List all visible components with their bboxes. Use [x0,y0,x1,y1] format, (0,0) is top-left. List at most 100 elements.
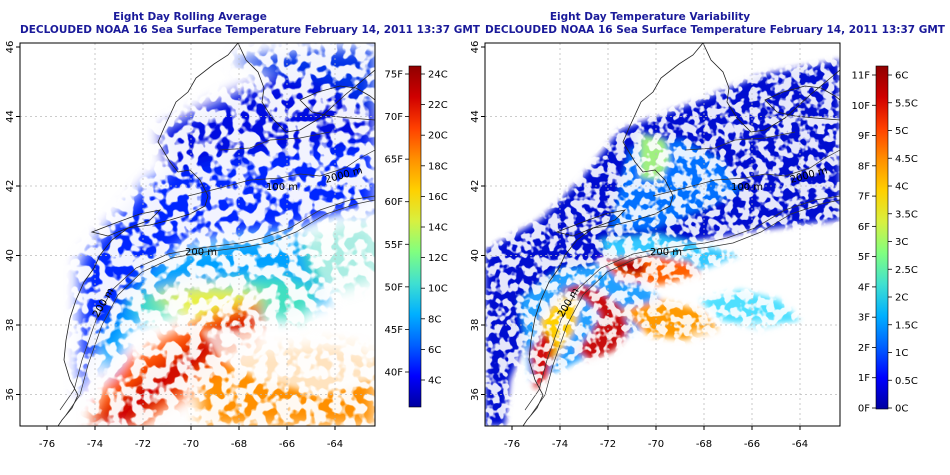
right-lon-label: -76 [504,439,520,450]
left-cape-breton [299,85,375,121]
left-lon-label: -74 [87,439,103,450]
left-land [20,43,239,426]
colorbar-right-label: 16C [428,192,448,203]
colorbar-right-label: 14C [428,223,448,234]
right-title-line1: Eight Day Temperature Variability [549,11,751,23]
right-land [485,43,704,426]
left-map: 100 m 200 m 200 m 2000 m [20,43,375,426]
colorbar-right-label: 24C [428,70,448,81]
right-lat-label: 42 [470,180,481,193]
right-colorbar-ticks: 11F 10F 9F 8F 7F 6F 5F 4F 3F 2F 1F 0F 6C 5.5C 5C 4.5C 4C… [852,71,918,415]
colorbar-left-label: 60F [385,197,404,208]
right-bathymetry-contours [524,131,840,416]
colorbar-right-label: 12C [428,253,448,264]
colorbar-left-label: 65F [385,155,404,166]
colorbar-left-label: 45F [385,325,404,336]
left-lon-label: -70 [183,439,199,450]
right-lon-label: -70 [648,439,664,450]
left-contour-label-200a: 200 m [185,247,217,258]
right-long-island [555,209,627,237]
colorbar-left-label: 3F [858,313,870,324]
colorbar-right-label: 22C [428,100,448,111]
right-map-frame [484,42,841,427]
colorbar-right-label: 6C [895,71,908,82]
colorbar-left-label: 2F [858,343,870,354]
colorbar-right-label: 1C [895,348,908,359]
colorbar-right-label: 0C [895,404,908,415]
colorbar-left-label: 1F [858,373,870,384]
left-lon-label: -64 [327,439,343,450]
colorbar-right-label: 2C [895,293,908,304]
colorbar-right-label: 5.5C [895,98,918,109]
right-lat-label: 36 [470,388,481,401]
right-cape-breton [764,85,840,121]
left-bathymetry-contours [59,131,375,416]
left-nova-scotia [237,43,375,133]
right-lon-label: -64 [792,439,808,450]
colorbar-left-label: 55F [385,240,404,251]
left-lat-axis: 46 44 42 40 38 36 [5,41,20,401]
colorbar-left-label: 70F [385,112,404,123]
colorbar-left-label: 8F [858,161,870,172]
colorbar-right-label: 0.5C [895,376,918,387]
right-lon-label: -68 [696,439,712,450]
left-lat-label: 44 [5,110,16,123]
right-contour-label-100: 100 m [731,182,763,193]
left-contour-label-100: 100 m [266,182,298,193]
right-grid [485,43,840,426]
left-lat-label: 36 [5,388,16,401]
colorbar-right-label: 8C [428,314,441,325]
left-lon-label: -72 [135,439,151,450]
colorbar-left-label: 75F [385,70,404,81]
left-lat-label: 40 [5,249,16,262]
left-map-frame [19,42,376,427]
colorbar-right-label: 6C [428,345,441,356]
colorbar-right-label: 4.5C [895,154,918,165]
left-lon-label: -76 [39,439,55,450]
right-lat-axis: 46 44 42 40 38 36 [470,41,485,401]
right-nova-scotia [702,43,840,133]
left-colorbar [408,65,422,408]
colorbar-left-label: 10F [852,101,871,112]
right-lon-label: -66 [744,439,760,450]
right-lon-label: -74 [552,439,568,450]
colorbar-right-label: 18C [428,161,448,172]
colorbar-left-label: 50F [385,282,404,293]
left-lon-axis: -76 -74 -72 -70 -68 -66 -64 [39,426,343,450]
colorbar-left-label: 4F [858,282,870,293]
right-map: 100 m 200 m 200 m 2000 m [485,43,840,426]
right-lon-label: -72 [600,439,616,450]
colorbar-left-label: 0F [858,404,870,415]
left-lat-label: 38 [5,319,16,332]
left-title-line1: Eight Day Rolling Average [113,11,267,23]
colorbar-right-label: 1.5C [895,320,918,331]
right-colorbar [875,65,889,410]
left-long-island [90,209,162,237]
colorbar-left-label: 6F [858,222,870,233]
colorbar-right-label: 3C [895,237,908,248]
colorbar-right-label: 10C [428,284,448,295]
right-lat-label: 46 [470,41,481,54]
left-lon-label: -68 [231,439,247,450]
colorbar-right-label: 4C [428,376,441,387]
colorbar-left-label: 7F [858,192,870,203]
colorbar-left-label: 11F [852,71,871,82]
right-lon-axis: -76 -74 -72 -70 -68 -66 -64 [504,426,808,450]
colorbar-right-label: 2.5C [895,265,918,276]
colorbar-left-label: 5F [858,252,870,263]
right-lat-label: 38 [470,319,481,332]
left-lat-label: 42 [5,180,16,193]
colorbar-right-label: 3.5C [895,209,918,220]
left-grid [20,43,375,426]
left-lat-label: 46 [5,41,16,54]
right-contour-label-200a: 200 m [650,247,682,258]
colorbar-left-label: 9F [858,131,870,142]
right-lat-label: 40 [470,249,481,262]
colorbar-left-label: 40F [385,368,404,379]
left-colorbar-ticks: 75F 70F 65F 60F 55F 50F 45F 40F 24C 22C 20C 18C 16C 1… [385,70,448,387]
colorbar-right-label: 5C [895,126,908,137]
left-lon-label: -66 [279,439,295,450]
colorbar-right-label: 20C [428,131,448,142]
colorbar-right-label: 4C [895,182,908,193]
